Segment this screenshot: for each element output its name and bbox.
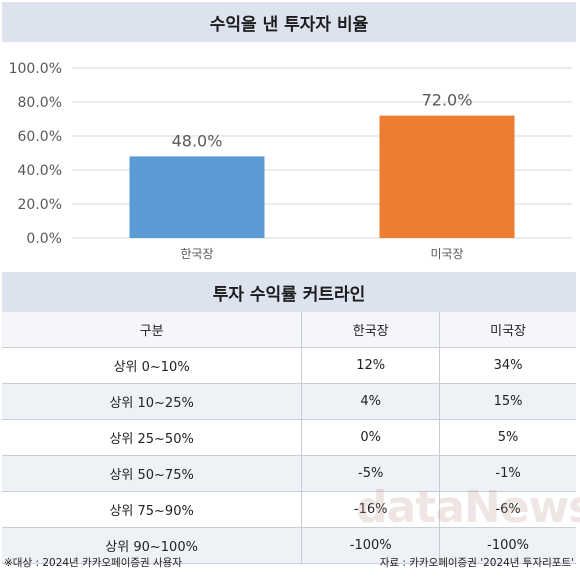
y-tick-label: 0.0%: [26, 231, 62, 247]
x-category-label: 미국장: [430, 247, 463, 261]
us-value: 15%: [439, 383, 576, 420]
table-header-row: 구분 한국장 미국장: [2, 312, 576, 348]
header-category: 구분: [2, 312, 303, 348]
korea-value: -5%: [301, 455, 441, 492]
x-category-label: 한국장: [180, 247, 213, 261]
row-label: 상위 25~50%: [2, 419, 303, 456]
us-value: -6%: [439, 491, 576, 528]
row-label: 상위 50~75%: [2, 455, 303, 492]
bar-value-label: 72.0%: [422, 91, 473, 110]
table-row: 상위 50~75% -5% -1%: [2, 455, 576, 492]
row-label: 상위 10~25%: [2, 383, 303, 420]
header-us: 미국장: [439, 312, 576, 348]
header-korea: 한국장: [301, 312, 441, 348]
row-label: 상위 75~90%: [2, 491, 303, 528]
table-row: 상위 90~100% -100% -100%: [2, 527, 576, 564]
y-tick-label: 60.0%: [18, 129, 62, 145]
korea-value: -100%: [301, 527, 441, 564]
bar-value-label: 48.0%: [172, 131, 223, 150]
y-tick-label: 40.0%: [18, 163, 62, 179]
y-tick-label: 20.0%: [18, 197, 62, 213]
table-row: 상위 10~25% 4% 15%: [2, 383, 576, 420]
korea-value: 0%: [301, 419, 441, 456]
korea-value: -16%: [301, 491, 441, 528]
chart-title: 수익을 낸 투자자 비율: [2, 2, 576, 42]
bar-chart: 0.0% 20.0% 40.0% 60.0% 80.0% 100.0% 48.0% 한국장 72…: [9, 61, 572, 261]
korea-value: 12%: [301, 347, 441, 384]
row-label: 상위 0~10%: [2, 347, 303, 384]
table-row: 상위 25~50% 0% 5%: [2, 419, 576, 456]
bar: [379, 115, 515, 238]
us-value: 5%: [439, 419, 576, 456]
cutoff-table: 구분 한국장 미국장 상위 0~10% 12% 34% 상위 10~25% 4%…: [2, 312, 576, 564]
footer-source-note: 자료 : 카카오페이증권 '2024년 투자리포트': [379, 557, 574, 569]
y-tick-label: 100.0%: [9, 61, 62, 77]
row-label: 상위 90~100%: [2, 527, 303, 564]
korea-value: 4%: [301, 383, 441, 420]
y-tick-label: 80.0%: [18, 95, 62, 111]
watermark-logo: dataNews: [356, 482, 580, 533]
us-value: -100%: [439, 527, 576, 564]
table-row: 상위 75~90% -16% -6%: [2, 491, 576, 528]
us-value: -1%: [439, 455, 576, 492]
table-row: 상위 0~10% 12% 34%: [2, 347, 576, 384]
table-title: 투자 수익률 커트라인: [2, 272, 576, 312]
bar: [129, 156, 265, 238]
us-value: 34%: [439, 347, 576, 384]
footer-target-note: ※대상 : 2024년 카카오페이증권 사용자: [4, 557, 182, 569]
